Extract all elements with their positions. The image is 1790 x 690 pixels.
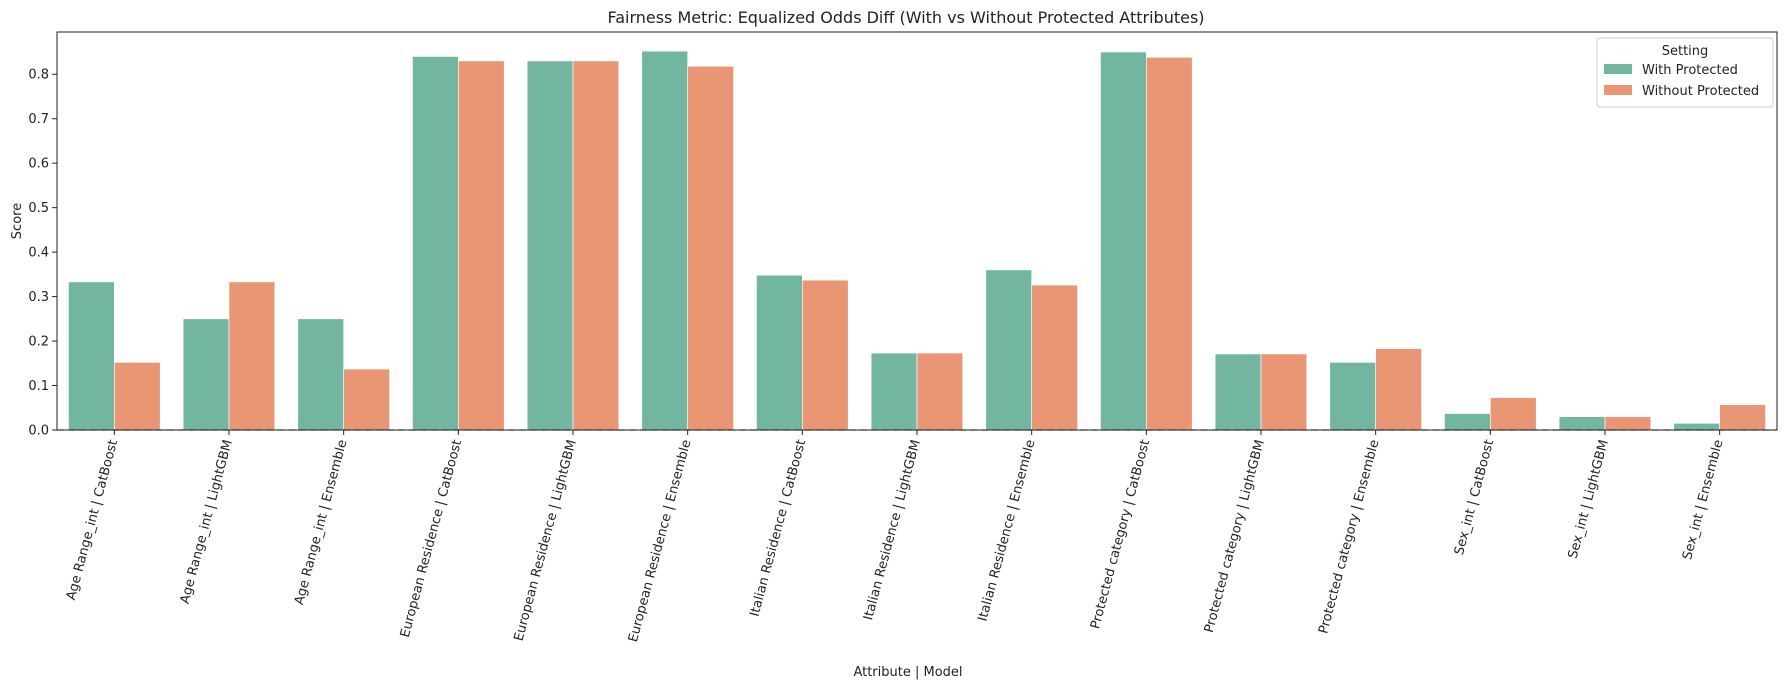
y-axis: 0.0 0.1 0.2 0.3 0.4 0.5 0.6 0.7 0.8	[28, 68, 57, 439]
x-tick-label: Sex_int | Ensemble	[1680, 438, 1726, 561]
x-tick-label: Age Range_int | LightGBM	[178, 438, 236, 605]
bar	[458, 60, 505, 431]
y-tick-label: 0.7	[28, 112, 49, 127]
bar	[1490, 397, 1537, 431]
legend-label: With Protected	[1642, 63, 1738, 78]
x-tick-label: European Residence | CatBoost	[398, 438, 465, 639]
x-axis-label: Attribute | Model	[853, 665, 962, 680]
bars-layer	[68, 50, 1766, 431]
bar	[1604, 416, 1652, 431]
x-tick-label: Italian Residence | Ensemble	[976, 438, 1039, 623]
bar	[916, 352, 964, 431]
legend-label: Without Protected	[1642, 84, 1759, 99]
x-tick-label: Protected category | Ensemble	[1316, 438, 1382, 635]
x-tick-label: European Residence | Ensemble	[626, 438, 695, 644]
x-tick-label: Protected category | CatBoost	[1088, 438, 1153, 631]
bar	[228, 281, 276, 431]
x-tick-label: Sex_int | CatBoost	[1452, 438, 1497, 556]
legend-box	[1596, 37, 1774, 108]
bar	[297, 318, 344, 431]
y-tick-label: 0.1	[28, 379, 49, 394]
bar	[1260, 353, 1308, 431]
x-tick-label: Age Range_int | CatBoost	[64, 438, 121, 602]
bar	[526, 60, 574, 431]
bar	[802, 279, 849, 431]
y-tick-label: 0.0	[28, 424, 49, 439]
bar	[756, 274, 803, 431]
bar	[1444, 413, 1491, 431]
bar	[343, 368, 390, 431]
chart-title: Fairness Metric: Equalized Odds Diff (Wi…	[607, 8, 1204, 27]
bar	[1031, 284, 1078, 431]
x-tick-label: Italian Residence | LightGBM	[861, 438, 924, 622]
bar	[1100, 51, 1147, 431]
legend-swatch	[1604, 64, 1632, 74]
y-tick-label: 0.5	[28, 201, 49, 216]
bar	[114, 362, 161, 431]
x-tick-label: Age Range_int | Ensemble	[292, 438, 351, 606]
bar	[1214, 353, 1262, 431]
bar	[1146, 57, 1193, 431]
y-axis-label: Score	[10, 203, 25, 239]
y-tick-label: 0.8	[28, 68, 49, 83]
bar	[1375, 348, 1422, 431]
bar	[182, 318, 230, 431]
bar	[1558, 416, 1606, 431]
x-tick-label: Sex_int | LightGBM	[1566, 438, 1612, 560]
bar	[68, 281, 115, 431]
x-tick-label: European Residence | LightGBM	[512, 438, 580, 643]
x-tick-label: Protected category | LightGBM	[1202, 438, 1268, 634]
x-tick-label: Italian Residence | CatBoost	[747, 438, 809, 618]
bar	[985, 269, 1032, 431]
bar	[687, 65, 734, 431]
legend-swatch	[1604, 85, 1632, 95]
bar	[1719, 404, 1766, 431]
y-tick-label: 0.2	[28, 335, 49, 350]
bar	[641, 50, 688, 431]
y-tick-label: 0.3	[28, 290, 49, 305]
bar	[412, 56, 459, 431]
y-tick-label: 0.6	[28, 157, 49, 172]
x-axis: Age Range_int | CatBoost Age Range_int | …	[64, 430, 1727, 644]
bar	[1673, 423, 1720, 431]
legend: Setting With Protected Without Protected	[1596, 37, 1774, 108]
bar	[1329, 362, 1376, 431]
legend-title: Setting	[1662, 44, 1709, 59]
bar	[870, 352, 918, 431]
y-tick-label: 0.4	[28, 246, 49, 261]
bar	[572, 60, 620, 431]
